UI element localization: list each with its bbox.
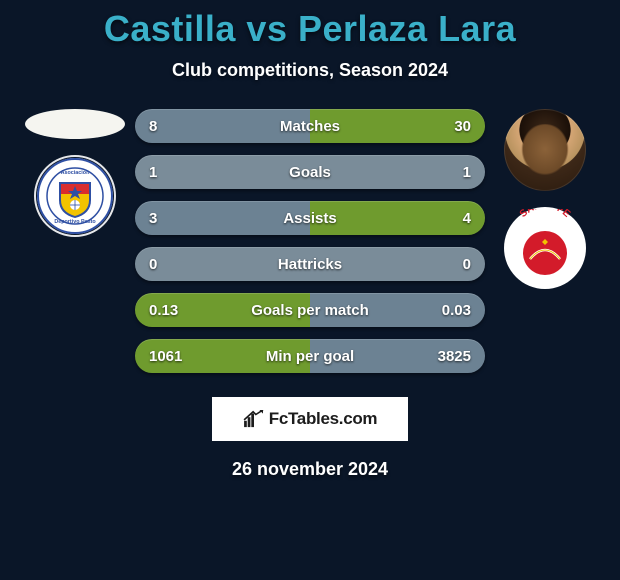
stat-label: Hattricks bbox=[278, 256, 342, 273]
comparison-grid: Asociación Deportivo Pasto 8Matches301Go… bbox=[0, 109, 620, 373]
subtitle: Club competitions, Season 2024 bbox=[172, 60, 448, 81]
stat-right-value: 0 bbox=[435, 256, 471, 273]
stat-row: 1 Goals 1 bbox=[135, 155, 485, 189]
left-player-photo-placeholder bbox=[25, 109, 125, 139]
stat-left-value: 1 bbox=[149, 164, 185, 181]
source-badge: FcTables.com bbox=[210, 395, 410, 443]
right-club-badge: SANTA FE bbox=[504, 207, 586, 289]
stat-left-value: 0.13 bbox=[149, 302, 185, 319]
stat-row: 1061 Min per goal 3825 bbox=[135, 339, 485, 373]
stat-right-value: 1 bbox=[435, 164, 471, 181]
stat-label: Assists bbox=[283, 210, 336, 227]
page-title: Castilla vs Perlaza Lara bbox=[104, 8, 516, 50]
right-club-badge-icon: SANTA FE bbox=[506, 209, 584, 287]
stat-label: Goals bbox=[289, 164, 331, 181]
stat-right-value: 30 bbox=[435, 118, 471, 135]
stat-row: 3 Assists 4 bbox=[135, 201, 485, 235]
left-club-badge-icon: Asociación Deportivo Pasto bbox=[36, 157, 114, 235]
date-label: 26 november 2024 bbox=[232, 459, 388, 480]
left-player-column: Asociación Deportivo Pasto bbox=[25, 109, 125, 237]
stat-row: 8 Matches 30 bbox=[135, 109, 485, 143]
right-player-column: SANTA FE bbox=[495, 109, 595, 289]
stat-label: Min per goal bbox=[266, 348, 354, 365]
stat-label: Goals per match bbox=[251, 302, 369, 319]
stat-row: 0.13 Goals per match 0.03 bbox=[135, 293, 485, 327]
left-club-badge: Asociación Deportivo Pasto bbox=[34, 155, 116, 237]
stat-left-value: 3 bbox=[149, 210, 185, 227]
right-player-photo bbox=[504, 109, 586, 191]
stat-label: Matches bbox=[280, 118, 340, 135]
svg-text:Asociación: Asociación bbox=[61, 170, 90, 176]
fctables-icon bbox=[243, 410, 265, 428]
stat-row: 0 Hattricks 0 bbox=[135, 247, 485, 281]
source-label: FcTables.com bbox=[269, 409, 378, 429]
stat-left-value: 1061 bbox=[149, 348, 185, 365]
stat-left-value: 0 bbox=[149, 256, 185, 273]
stat-right-value: 0.03 bbox=[435, 302, 471, 319]
stats-column: 8 Matches 30 1 Goals 1 3 Assists 4 0 Hattricks 0 0.1… bbox=[135, 109, 485, 373]
stat-right-value: 4 bbox=[435, 210, 471, 227]
stat-left-value: 8 bbox=[149, 118, 185, 135]
stat-right-value: 3825 bbox=[435, 348, 471, 365]
svg-text:Deportivo Pasto: Deportivo Pasto bbox=[54, 219, 96, 225]
